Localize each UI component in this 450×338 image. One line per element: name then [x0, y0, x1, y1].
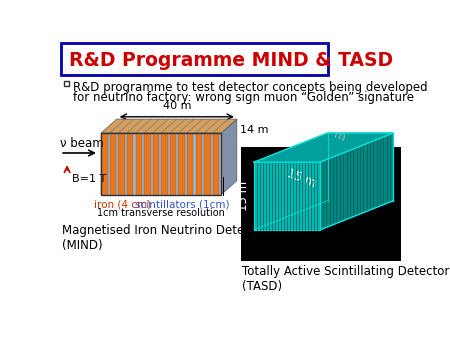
Bar [110, 133, 116, 195]
Polygon shape [221, 119, 237, 195]
Text: for neutrino factory: wrong sign muon “Golden” signature: for neutrino factory: wrong sign muon “G… [73, 91, 414, 104]
Text: R&D programme to test detector concepts being developed: R&D programme to test detector concepts … [73, 80, 428, 94]
Bar [101, 133, 221, 195]
Polygon shape [254, 133, 393, 162]
Text: 1cm transverse resolution: 1cm transverse resolution [97, 208, 225, 218]
Bar [170, 133, 176, 195]
Bar [187, 133, 194, 195]
Bar [144, 133, 151, 195]
Text: scintillators (1cm): scintillators (1cm) [135, 199, 230, 209]
Bar [213, 133, 219, 195]
Text: 15 m: 15 m [285, 167, 318, 190]
Text: 100 m: 100 m [308, 118, 347, 144]
Polygon shape [320, 133, 393, 230]
Bar [161, 133, 168, 195]
Polygon shape [101, 119, 237, 133]
Text: R&D Programme MIND & TASD: R&D Programme MIND & TASD [69, 51, 393, 70]
Text: iron (4 cm): iron (4 cm) [94, 199, 152, 209]
Bar [153, 133, 159, 195]
Text: 15 m: 15 m [237, 181, 250, 211]
Bar [135, 133, 142, 195]
Bar [101, 133, 108, 195]
Bar [101, 133, 221, 195]
Bar [196, 133, 202, 195]
Text: B=1 T: B=1 T [72, 174, 106, 184]
Bar [254, 162, 320, 230]
Bar [127, 133, 133, 195]
Text: Magnetised Iron Neutrino Detector
(MIND): Magnetised Iron Neutrino Detector (MIND) [63, 224, 268, 252]
Bar [204, 133, 211, 195]
Bar [64, 80, 69, 86]
Text: Totally Active Scintillating Detector
(TASD): Totally Active Scintillating Detector (T… [242, 265, 450, 293]
Text: ν beam: ν beam [60, 137, 104, 150]
Text: 14 m: 14 m [240, 125, 268, 135]
Text: 40 m: 40 m [162, 101, 191, 112]
Text: 14 m: 14 m [240, 162, 268, 172]
FancyBboxPatch shape [61, 43, 328, 75]
Bar [241, 147, 401, 261]
Bar [118, 133, 125, 195]
Bar [178, 133, 185, 195]
